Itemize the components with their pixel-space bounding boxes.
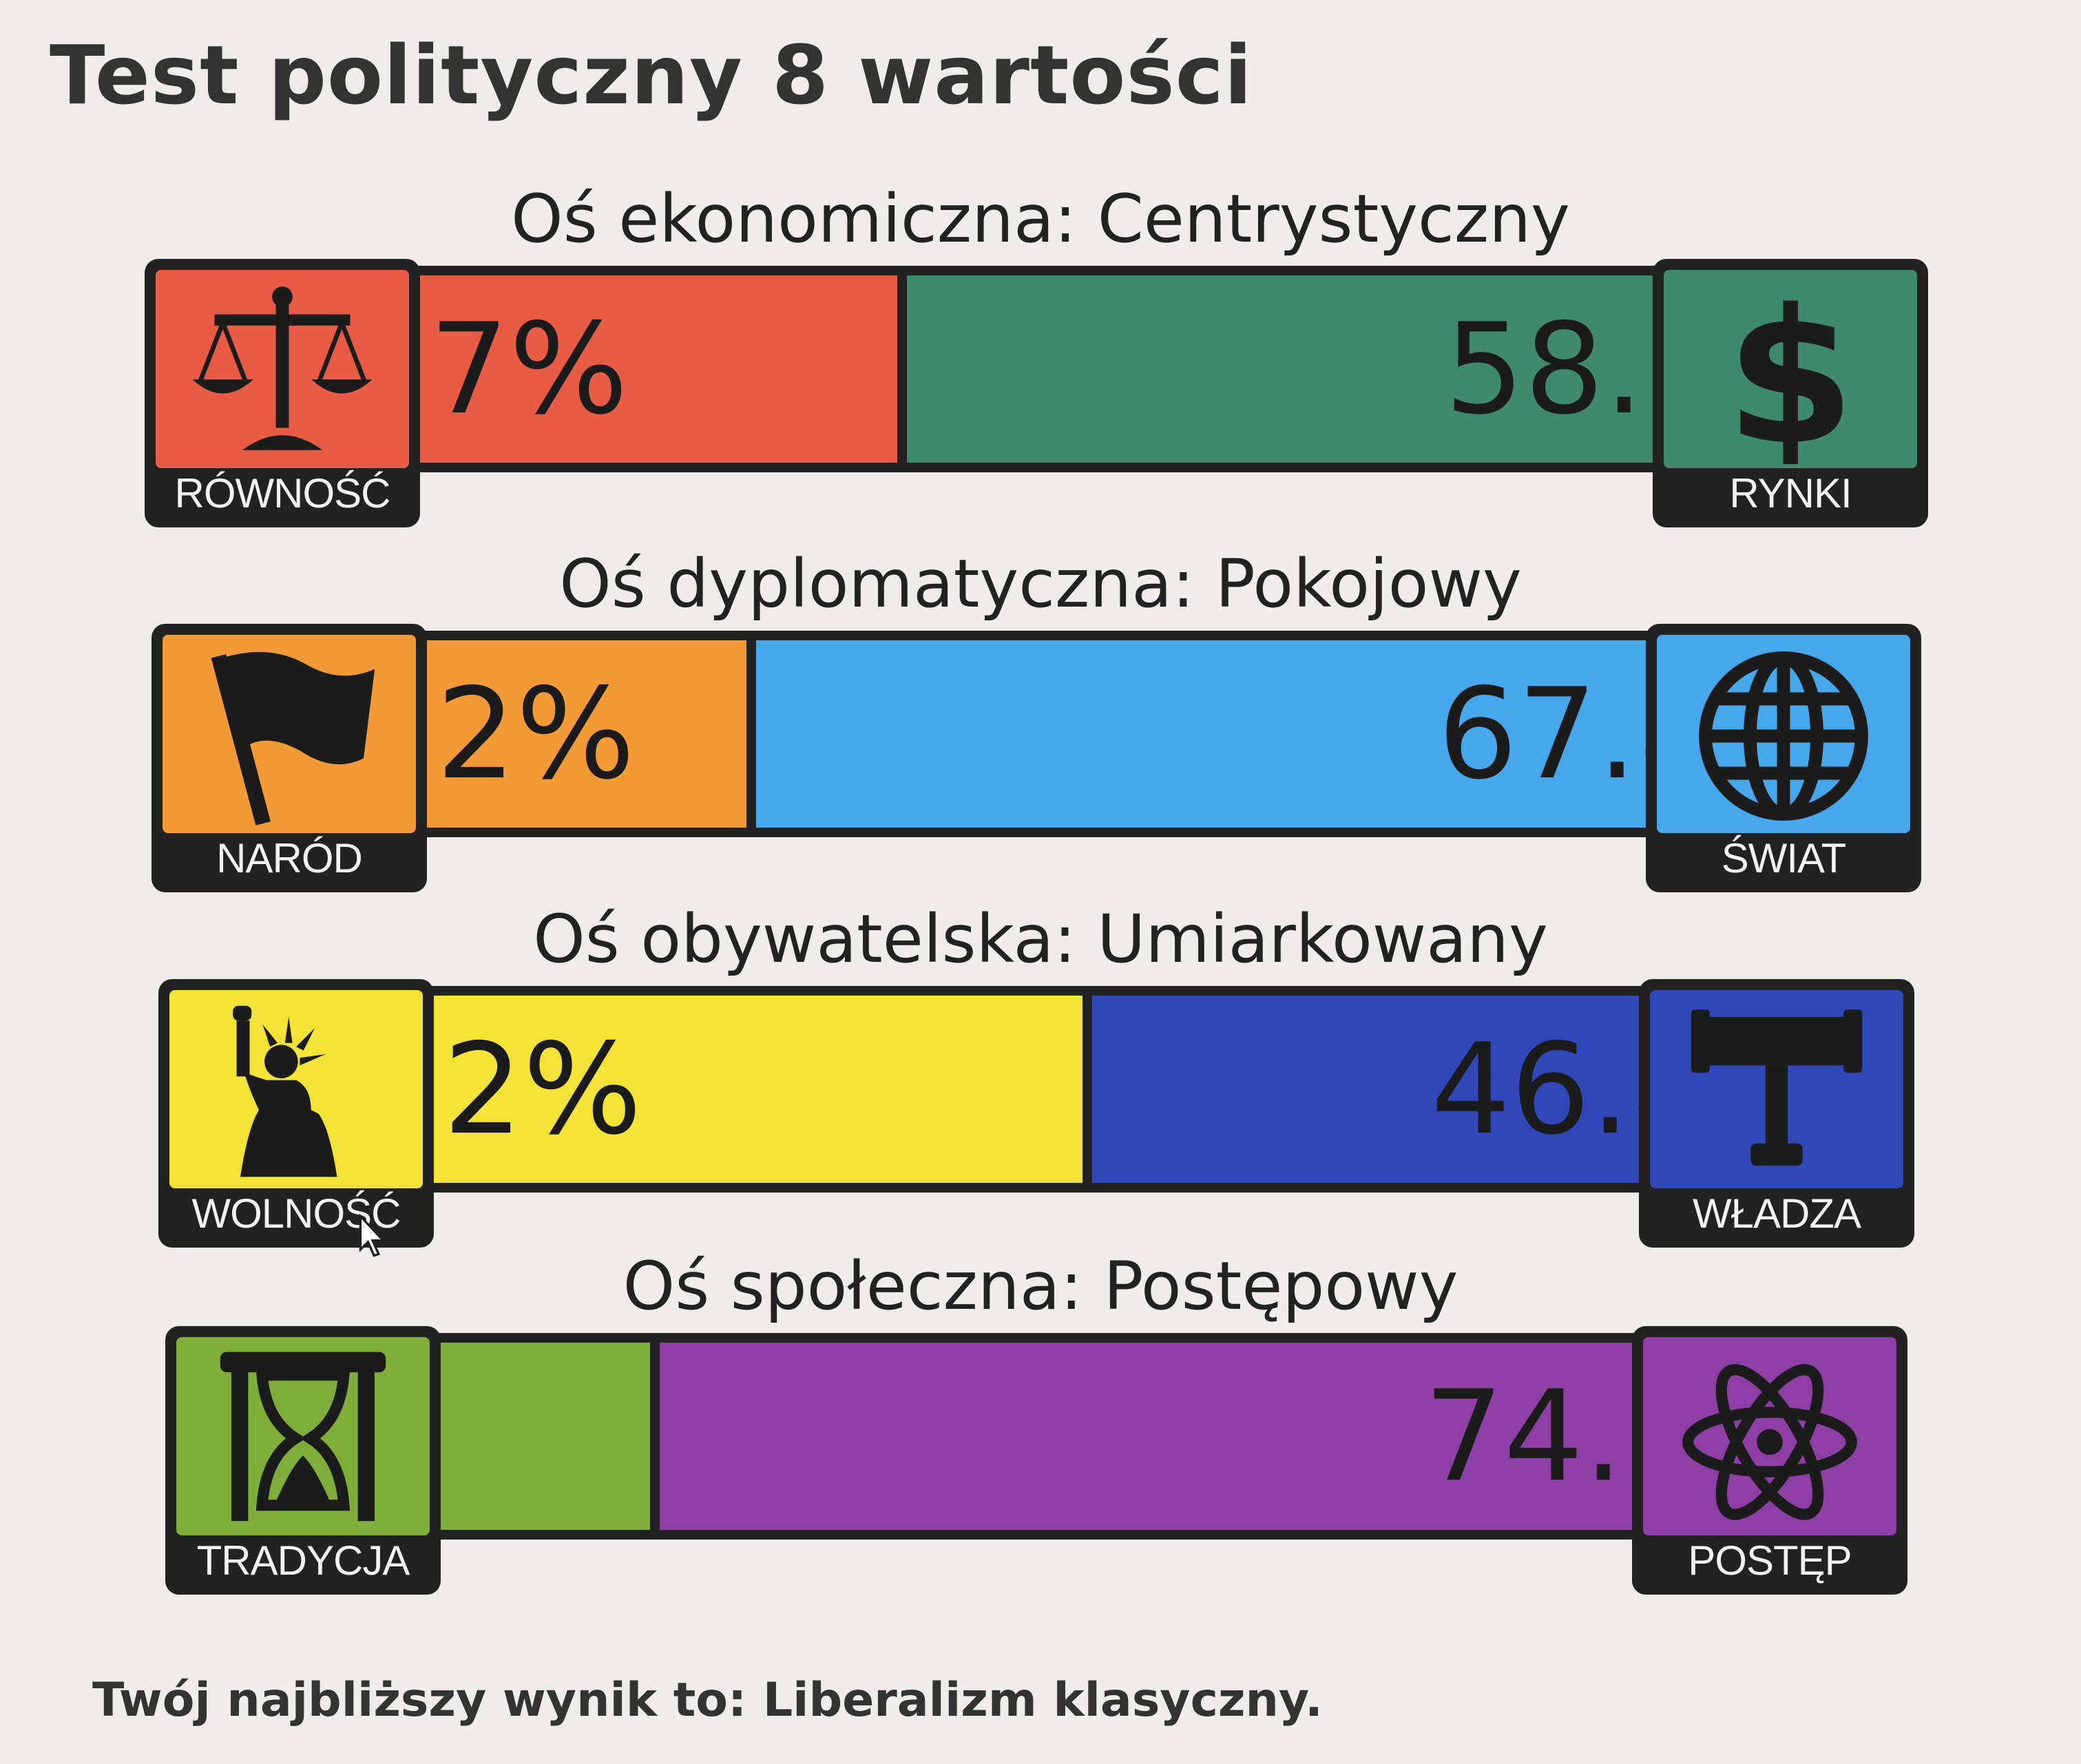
axis-diplomatic: Oś dyplomatyczna: Pokojowy 32.2% 67.8% N	[0, 543, 2081, 892]
svg-text:$: $	[1726, 278, 1855, 464]
axis-bar: 41.7% 58.3%	[145, 259, 1928, 527]
hourglass-icon	[220, 1352, 386, 1522]
axis-civil: Oś obywatelska: Umiarkowany 53.2% 46.8%	[0, 898, 2081, 1248]
value-label: RÓWNOŚĆ	[174, 470, 391, 516]
value-label: RYNKI	[1729, 470, 1852, 516]
mouse-cursor-icon	[359, 1213, 386, 1257]
value-card-left: NARÓD	[151, 624, 427, 892]
value-card-left: RÓWNOŚĆ	[145, 259, 420, 527]
value-card-right: ŚWIAT	[1646, 624, 1921, 892]
value-card-left: TRADYCJA	[165, 1326, 441, 1595]
value-label: WŁADZA	[1692, 1190, 1861, 1237]
value-card-right: POSTĘP	[1632, 1326, 1907, 1595]
axis-economic: Oś ekonomiczna: Centrystyczny 41.7% 58.3…	[0, 178, 2081, 527]
value-label: WOLNOŚĆ	[191, 1190, 401, 1237]
flag-icon	[211, 651, 375, 826]
value-label: ŚWIAT	[1721, 835, 1847, 881]
value-card-right: $ RYNKI	[1653, 259, 1928, 527]
axis-bar: 32.2% 67.8% NARÓD	[151, 624, 1921, 892]
axis-label: Oś ekonomiczna: Centrystyczny	[511, 180, 1570, 258]
atom-icon	[1682, 1364, 1857, 1520]
closest-ideology-result: Twój najbliższy wynik to: Liberalizm kla…	[92, 1673, 1323, 1728]
gavel-icon	[1691, 1009, 1863, 1166]
value-label: NARÓD	[216, 835, 363, 881]
value-card-right: WŁADZA	[1639, 979, 1914, 1248]
axis-label: Oś dyplomatyczna: Pokojowy	[559, 545, 1522, 622]
value-label: TRADYCJA	[196, 1537, 410, 1584]
globe-icon	[1699, 651, 1868, 821]
value-label: POSTĘP	[1688, 1537, 1852, 1584]
axis-social: Oś społeczna: Postępowy 74.2%	[0, 1245, 2081, 1595]
scales-icon	[192, 286, 373, 450]
axis-bar: 74.2% TRADYCJA	[165, 1326, 1907, 1595]
page-title: Test polityczny 8 wartości	[50, 28, 1253, 123]
dollar-icon: $	[1726, 278, 1855, 464]
statue-of-liberty-icon	[233, 1005, 337, 1177]
axis-bar: 53.2% 46.8%	[158, 979, 1914, 1248]
axis-label: Oś społeczna: Postępowy	[623, 1248, 1458, 1325]
value-card-left: WOLNOŚĆ	[158, 979, 434, 1248]
axis-label: Oś obywatelska: Umiarkowany	[533, 901, 1548, 978]
